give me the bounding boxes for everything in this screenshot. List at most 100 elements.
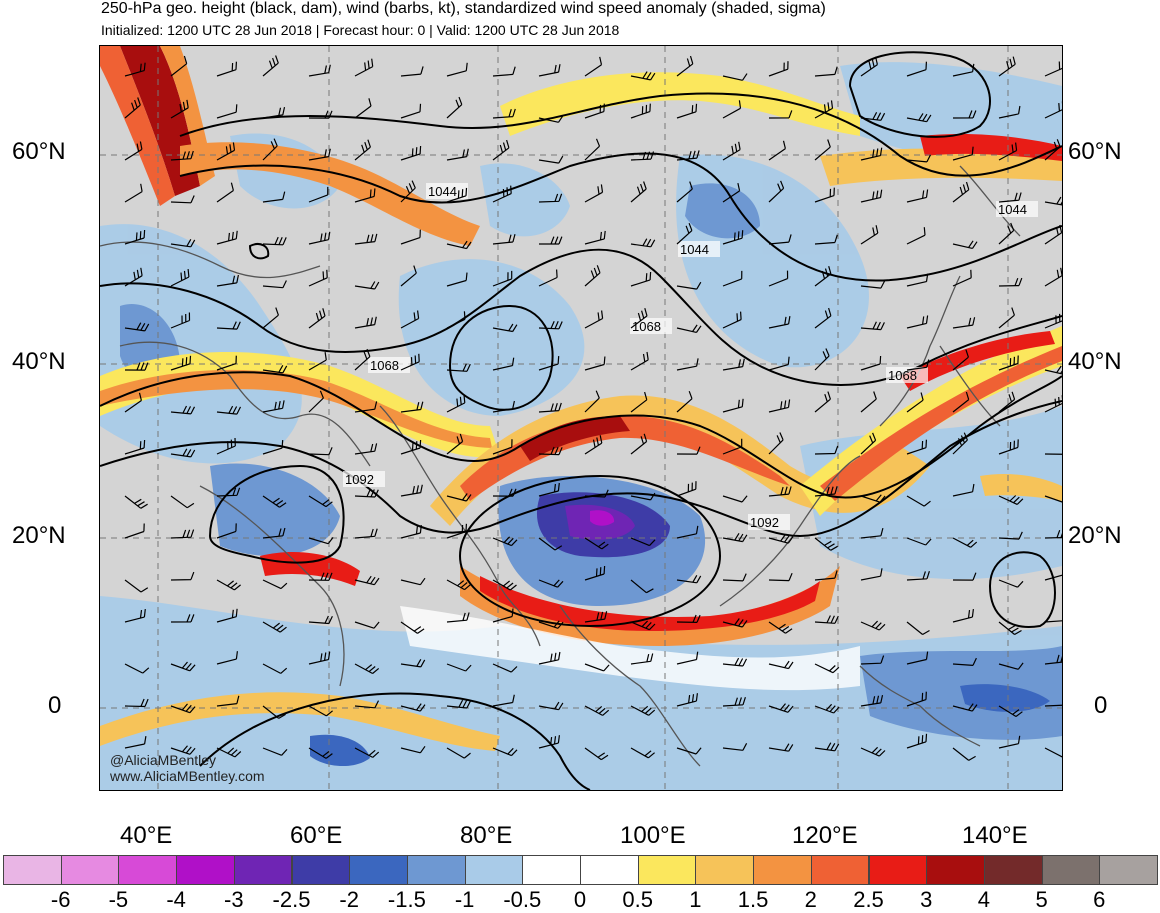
colorbar-swatch xyxy=(983,855,1043,885)
wind-barb xyxy=(814,391,831,413)
lon-label: 60°E xyxy=(290,822,343,849)
wind-barb xyxy=(676,525,699,539)
colorbar-label: 1 xyxy=(689,887,702,912)
wind-barb xyxy=(630,71,656,81)
wind-barb xyxy=(722,230,744,245)
wind-barb xyxy=(768,356,790,371)
wind-barb xyxy=(722,573,747,582)
lat-label-right: 0 xyxy=(1094,692,1108,719)
colorbar-swatch xyxy=(580,855,639,885)
wind-barb xyxy=(492,323,518,333)
wind-barb xyxy=(1044,495,1062,503)
wind-barb xyxy=(492,234,516,245)
contour-labels: 1044 1044 1044 1068 1068 1068 1092 1092 xyxy=(343,183,1038,530)
wind-barb xyxy=(446,96,463,119)
wind-barb xyxy=(860,189,883,203)
wind-barb xyxy=(814,663,840,674)
wind-barb xyxy=(860,432,877,455)
wind-barb xyxy=(492,439,513,455)
colorbar-swatch xyxy=(233,855,293,885)
wind-barb xyxy=(446,363,471,372)
wind-barb xyxy=(814,537,838,551)
wind-barb xyxy=(492,608,514,623)
wind-barb xyxy=(998,277,1023,287)
wind-barb xyxy=(860,620,886,631)
wind-barb xyxy=(722,100,742,119)
wind-barb xyxy=(814,266,832,287)
wind-barb xyxy=(584,611,608,623)
wind-barb xyxy=(1044,747,1062,758)
wind-barb xyxy=(308,269,328,287)
wind-barb xyxy=(308,651,331,665)
wind-barb xyxy=(998,531,1023,540)
wind-barb xyxy=(538,193,563,203)
wind-barb xyxy=(262,138,278,161)
wind-barb xyxy=(124,439,146,455)
wind-barb xyxy=(722,657,748,667)
wind-barb xyxy=(216,182,234,203)
wind-barb xyxy=(814,445,839,455)
wind-barb xyxy=(124,362,149,371)
wind-barb xyxy=(1044,139,1061,161)
wind-barb xyxy=(676,150,700,161)
wind-barb xyxy=(216,355,237,371)
wind-barb xyxy=(262,280,287,289)
wind-barb xyxy=(998,355,1019,371)
wind-barb xyxy=(354,621,380,629)
wind-barb xyxy=(446,579,472,591)
wind-barb xyxy=(170,405,196,415)
wind-barb xyxy=(170,355,192,371)
wind-barb xyxy=(906,113,932,123)
wind-barb xyxy=(676,747,702,755)
colorbar-label: -6 xyxy=(50,887,71,912)
colorbar-swatch xyxy=(60,855,120,885)
credit-site: www.AliciaMBentley.com xyxy=(110,768,265,784)
wind-barb xyxy=(676,693,698,707)
wind-barb xyxy=(906,227,926,245)
colorbar-label: -3 xyxy=(224,887,244,912)
wind-barb xyxy=(538,701,564,711)
wind-barb xyxy=(722,438,743,455)
colorbar-label: 1.5 xyxy=(737,887,769,912)
wind-barb xyxy=(446,612,470,623)
wind-barb xyxy=(308,110,333,119)
map-subtitle: Initialized: 1200 UTC 28 Jun 2018 | Fore… xyxy=(101,22,620,38)
wind-barb xyxy=(124,736,147,749)
wind-barb xyxy=(860,112,886,121)
wind-barb xyxy=(262,191,286,203)
wind-barb xyxy=(630,351,649,371)
wind-barb xyxy=(952,63,975,77)
wind-barb xyxy=(446,747,471,759)
wind-barb xyxy=(906,359,930,371)
wind-barb xyxy=(630,653,654,665)
colorbar-label: 4 xyxy=(977,887,991,912)
wind-barb xyxy=(768,621,793,634)
wind-barb xyxy=(998,735,1021,749)
colorbar-label: 5 xyxy=(1035,887,1048,912)
wind-barb xyxy=(768,61,789,77)
wind-barb xyxy=(952,269,972,287)
wind-barb xyxy=(768,399,791,413)
wind-barb xyxy=(124,495,148,509)
wind-barb xyxy=(814,307,832,329)
wind-barb xyxy=(400,659,426,668)
wind-barb xyxy=(998,621,1022,636)
wind-barb xyxy=(584,56,603,77)
wind-barb xyxy=(1044,395,1062,413)
wind-barb xyxy=(584,705,610,716)
wind-barb xyxy=(584,663,610,672)
wind-barb xyxy=(906,61,927,77)
wind-barb xyxy=(676,390,693,413)
wind-barb xyxy=(998,662,1024,670)
wind-barb xyxy=(952,240,978,249)
wind-barb xyxy=(308,186,329,203)
colorbar-swatch xyxy=(522,855,581,885)
contour-label: 1068 xyxy=(632,319,661,334)
wind-barb xyxy=(124,523,145,539)
wind-barb xyxy=(492,400,515,413)
wind-barb xyxy=(860,746,886,757)
wind-barb xyxy=(860,321,885,331)
wind-barb xyxy=(1044,574,1062,581)
wind-barb xyxy=(906,189,929,203)
wind-barb xyxy=(216,437,236,455)
